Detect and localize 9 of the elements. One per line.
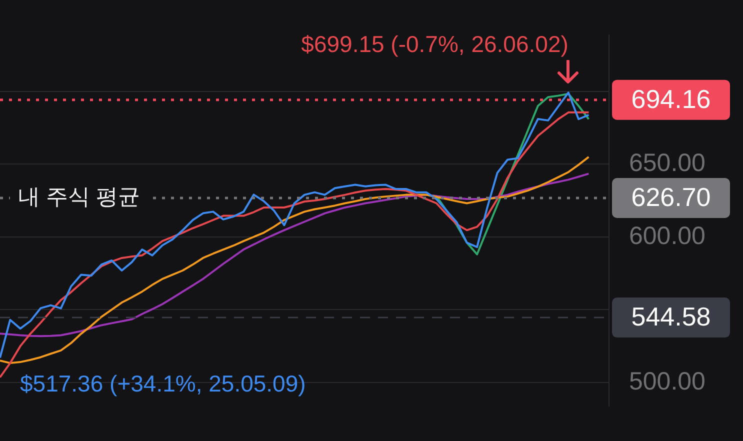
y-tick-label: 500.00 xyxy=(629,367,706,396)
ref-line-label: 544.58 xyxy=(631,302,711,332)
annotation: $517.36 (+34.1%, 25.05.09) xyxy=(20,370,306,396)
ref-line-label: 626.70 xyxy=(631,182,711,212)
ref-line-label: 694.16 xyxy=(631,84,711,114)
y-tick-label: 600.00 xyxy=(629,222,706,250)
y-tick-label: 650.00 xyxy=(629,148,706,177)
annotation: $699.15 (-0.7%, 26.06.02) xyxy=(301,30,568,57)
annotation: 내 주식 평균 xyxy=(18,184,140,210)
